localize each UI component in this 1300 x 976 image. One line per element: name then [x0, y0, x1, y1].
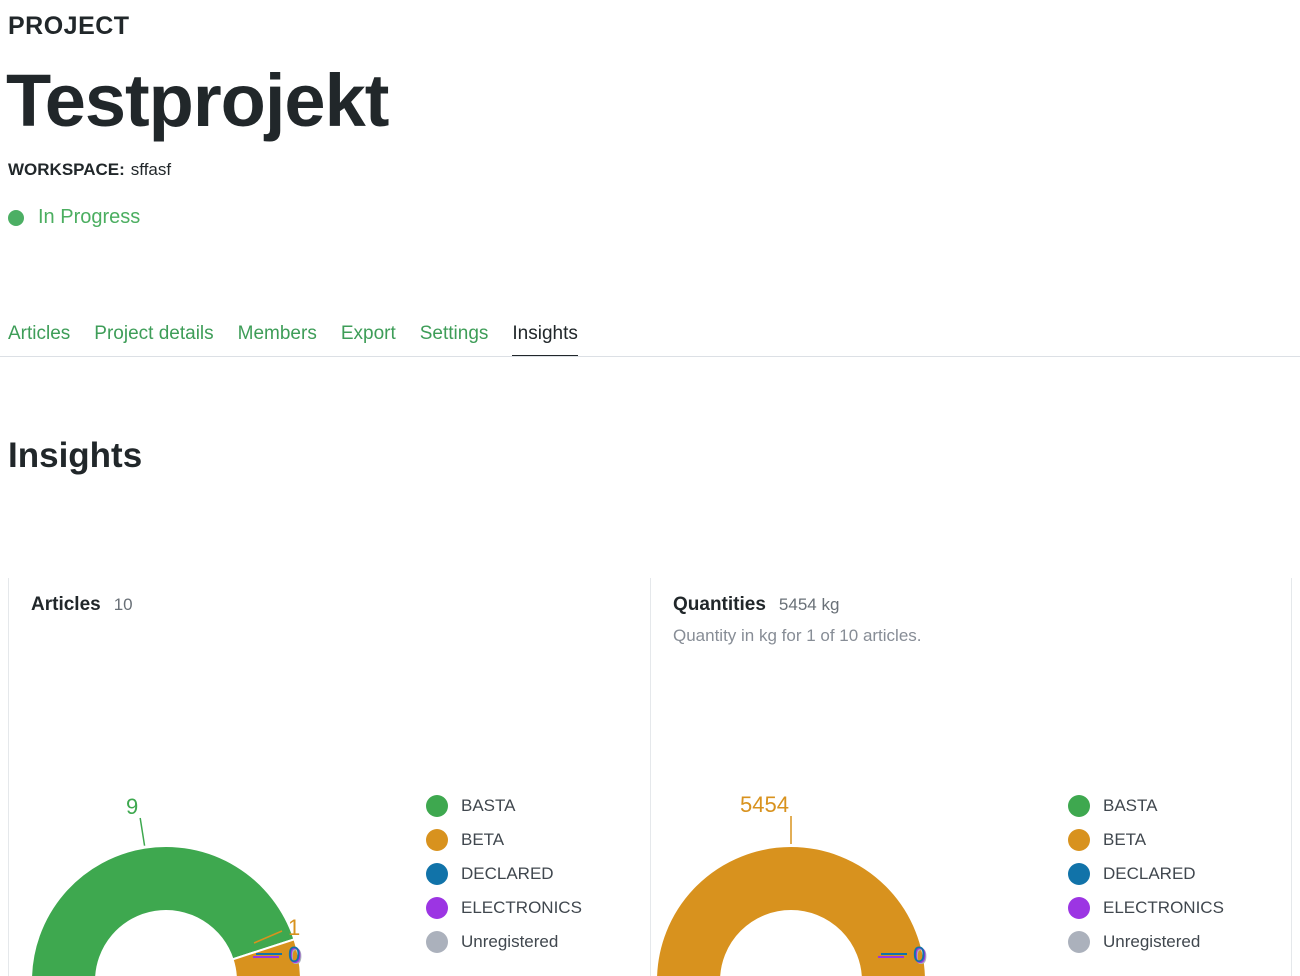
- status-dot-icon: [8, 209, 24, 226]
- legend-swatch-icon: [1068, 897, 1090, 919]
- legend-swatch-icon: [426, 931, 448, 953]
- legend-label: BETA: [461, 830, 505, 849]
- workspace-value: sffasf: [130, 160, 172, 179]
- chart-value-label: 9: [126, 794, 138, 819]
- chart-value-label: 0: [915, 944, 927, 969]
- legend-label: DECLARED: [1103, 864, 1196, 883]
- quantities-card: Quantities 5454 kg Quantity in kg for 1 …: [650, 578, 1292, 976]
- tab-members[interactable]: Members: [237, 323, 317, 344]
- card-head: Articles 10: [31, 594, 133, 616]
- tab-articles[interactable]: Articles: [8, 323, 71, 344]
- card-title: Quantities: [673, 594, 766, 615]
- tab-project-details[interactable]: Project details: [94, 323, 214, 344]
- status-badge: In Progress: [8, 206, 140, 229]
- card-value: 10: [113, 595, 133, 614]
- legend-item-unregistered[interactable]: Unregistered: [1068, 931, 1224, 953]
- legend-swatch-icon: [426, 897, 448, 919]
- legend-item-unregistered[interactable]: Unregistered: [426, 931, 582, 953]
- project-eyebrow: PROJECT: [8, 12, 130, 40]
- legend-label: DECLARED: [461, 864, 554, 883]
- chart-value-label: 1: [288, 915, 300, 940]
- legend-swatch-icon: [1068, 931, 1090, 953]
- tab-settings[interactable]: Settings: [419, 323, 489, 344]
- chart-value-label: 0: [289, 943, 301, 968]
- legend-label: BASTA: [1103, 796, 1158, 815]
- legend-swatch-icon: [426, 829, 448, 851]
- status-label: In Progress: [38, 206, 141, 228]
- legend-item-basta[interactable]: BASTA: [1068, 795, 1224, 817]
- legend-swatch-icon: [1068, 829, 1090, 851]
- legend-swatch-icon: [1068, 795, 1090, 817]
- quantities-chart-legend: BASTA BETA DECLARED ELECTRONICS Unregistered: [1068, 795, 1224, 965]
- tabs-divider: [0, 356, 1300, 357]
- legend-item-beta[interactable]: BETA: [1068, 829, 1224, 851]
- chart-value-label: 5454: [740, 792, 789, 817]
- chart-value-label: 0: [914, 943, 926, 968]
- legend-swatch-icon: [1068, 863, 1090, 885]
- legend-item-declared[interactable]: DECLARED: [1068, 863, 1224, 885]
- workspace-label: WORKSPACE:: [8, 160, 125, 179]
- tab-bar: Articles Project details Members Export Sett…: [8, 322, 578, 357]
- donut-segment-basta[interactable]: [30, 845, 296, 976]
- articles-chart-legend: BASTA BETA DECLARED ELECTRONICS Unregistered: [426, 795, 582, 965]
- legend-swatch-icon: [426, 863, 448, 885]
- workspace-line: WORKSPACE: sffasf: [8, 160, 171, 180]
- tab-export[interactable]: Export: [340, 323, 396, 344]
- chart-value-label: 0: [288, 942, 300, 967]
- donut-segment-beta[interactable]: [655, 845, 927, 976]
- legend-label: Unregistered: [461, 932, 559, 951]
- section-title: Insights: [8, 436, 143, 475]
- legend-label: Unregistered: [1103, 932, 1201, 951]
- legend-item-electronics[interactable]: ELECTRONICS: [426, 897, 582, 919]
- chart-leader-line: [253, 930, 283, 944]
- legend-item-declared[interactable]: DECLARED: [426, 863, 582, 885]
- chart-value-label: 0: [290, 944, 302, 969]
- card-value: 5454 kg: [778, 595, 840, 614]
- tab-insights[interactable]: Insights: [512, 322, 578, 357]
- legend-swatch-icon: [426, 795, 448, 817]
- legend-label: BETA: [1103, 830, 1147, 849]
- chart-value-label: 0: [913, 942, 925, 967]
- legend-item-basta[interactable]: BASTA: [426, 795, 582, 817]
- legend-item-electronics[interactable]: ELECTRONICS: [1068, 897, 1224, 919]
- legend-label: BASTA: [461, 796, 516, 815]
- card-title: Articles: [31, 594, 101, 615]
- card-head: Quantities 5454 kg: [673, 594, 839, 616]
- card-subtitle: Quantity in kg for 1 of 10 articles.: [673, 626, 922, 645]
- legend-item-beta[interactable]: BETA: [426, 829, 582, 851]
- legend-label: ELECTRONICS: [1103, 898, 1224, 917]
- legend-label: ELECTRONICS: [461, 898, 582, 917]
- chart-leader-line: [139, 817, 146, 846]
- page-title: Testprojekt: [6, 59, 389, 142]
